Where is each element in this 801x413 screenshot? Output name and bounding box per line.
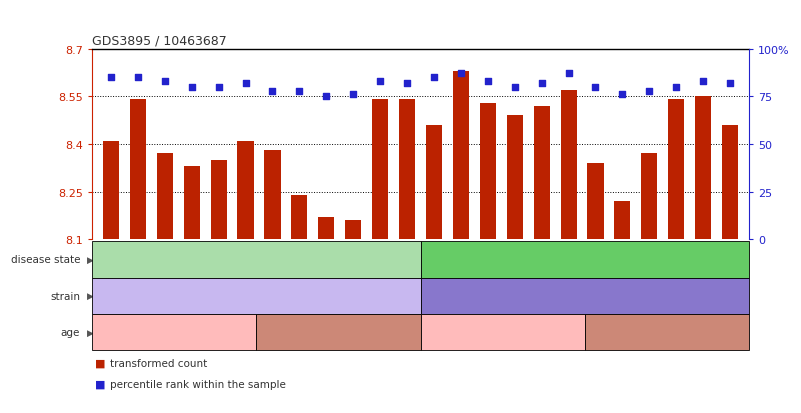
Point <box>509 84 521 91</box>
Text: ▶: ▶ <box>87 328 94 337</box>
Point <box>400 81 413 87</box>
Bar <box>211 160 227 240</box>
Point <box>643 88 656 95</box>
Bar <box>453 72 469 240</box>
Bar <box>695 97 711 240</box>
Point <box>212 84 225 91</box>
Bar <box>642 154 658 240</box>
Point <box>697 78 710 85</box>
Text: BPH/2J: BPH/2J <box>238 291 275 301</box>
Point <box>562 71 575 78</box>
Text: ■: ■ <box>95 379 105 389</box>
Bar <box>533 107 549 240</box>
Point <box>374 78 387 85</box>
Text: disease state: disease state <box>10 255 80 265</box>
Text: BPN/3J: BPN/3J <box>566 291 603 301</box>
Bar <box>614 202 630 240</box>
Bar <box>292 195 308 240</box>
Text: 26 weeks: 26 weeks <box>641 328 693 337</box>
Bar <box>722 126 739 240</box>
Bar <box>426 126 442 240</box>
Point <box>454 71 467 78</box>
Point <box>239 81 252 87</box>
Text: normotensive: normotensive <box>546 255 623 265</box>
Bar <box>507 116 523 240</box>
Text: 6 weeks: 6 weeks <box>480 328 525 337</box>
Point <box>723 81 736 87</box>
Point <box>266 88 279 95</box>
Point <box>293 88 306 95</box>
Bar <box>237 141 254 240</box>
Point <box>105 75 118 81</box>
Bar <box>318 217 334 240</box>
Bar <box>157 154 173 240</box>
Point <box>481 78 494 85</box>
Bar <box>372 100 388 240</box>
Text: ▶: ▶ <box>87 292 94 301</box>
Bar <box>103 141 119 240</box>
Text: strain: strain <box>50 291 80 301</box>
Text: ▶: ▶ <box>87 255 94 264</box>
Bar <box>264 151 280 240</box>
Point <box>159 78 171 85</box>
Bar <box>561 91 577 240</box>
Bar <box>183 167 199 240</box>
Bar <box>345 221 361 240</box>
Point <box>185 84 198 91</box>
Bar <box>130 100 146 240</box>
Text: 26 weeks: 26 weeks <box>312 328 364 337</box>
Point <box>428 75 441 81</box>
Text: GDS3895 / 10463687: GDS3895 / 10463687 <box>92 35 227 47</box>
Bar <box>587 164 604 240</box>
Text: ■: ■ <box>95 358 105 368</box>
Text: percentile rank within the sample: percentile rank within the sample <box>110 379 286 389</box>
Point <box>616 92 629 98</box>
Point <box>589 84 602 91</box>
Point <box>670 84 682 91</box>
Bar <box>399 100 415 240</box>
Point <box>347 92 360 98</box>
Point <box>131 75 144 81</box>
Text: transformed count: transformed count <box>110 358 207 368</box>
Bar <box>480 103 496 240</box>
Text: age: age <box>61 328 80 337</box>
Text: 6 weeks: 6 weeks <box>151 328 197 337</box>
Point <box>320 94 332 100</box>
Point <box>535 81 548 87</box>
Bar <box>668 100 684 240</box>
Text: hypertensive: hypertensive <box>219 255 293 265</box>
